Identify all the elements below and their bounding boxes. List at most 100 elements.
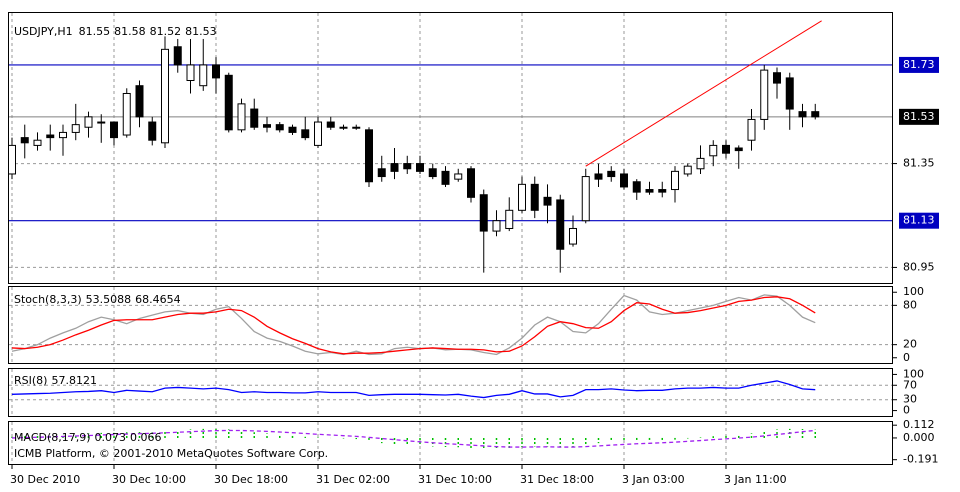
- indicator-name: MACD(8,17,9): [14, 431, 91, 444]
- indicator-line: [11, 296, 816, 355]
- candle-body: [326, 121, 335, 128]
- x-tick-label: 3 Jan 03:00: [622, 473, 685, 486]
- candle-body: [658, 189, 667, 193]
- candle-body: [556, 199, 565, 250]
- candle-body: [416, 163, 424, 172]
- candle-body: [110, 121, 118, 139]
- indicator-line: [11, 294, 816, 356]
- candle-body: [339, 126, 348, 129]
- candle-body: [709, 144, 718, 157]
- candle-body: [148, 121, 157, 141]
- candle-body: [454, 173, 463, 180]
- candle-body: [301, 129, 310, 139]
- last-close: 81.53: [185, 25, 217, 38]
- candle-body: [798, 111, 807, 118]
- indicator-line: [11, 429, 816, 448]
- candle-body: [785, 77, 794, 110]
- x-tick-label: 30 Dec 10:00: [112, 473, 186, 486]
- candle-body: [696, 157, 705, 170]
- rsi-last: 57.8121: [51, 374, 97, 387]
- candle-body: [722, 144, 730, 154]
- candle-body: [671, 170, 679, 191]
- hline-label: 81.13: [903, 214, 935, 227]
- price-label-box: [899, 212, 939, 229]
- candle-body: [569, 227, 577, 245]
- candle-body: [530, 183, 539, 211]
- candle-body: [683, 165, 692, 175]
- macd-panel-frame: [8, 421, 893, 465]
- candle-body: [620, 173, 628, 188]
- candle-body: [263, 124, 271, 128]
- candle-body: [275, 124, 284, 131]
- watermark: ICMB Platform, © 2001-2010 MetaQuotes So…: [14, 447, 328, 460]
- hline-label: 81.73: [903, 58, 935, 71]
- candle-body: [135, 85, 144, 118]
- candle-body: [122, 92, 131, 136]
- y-tick-label: 0.000: [903, 431, 935, 444]
- candle-body: [581, 176, 590, 222]
- candle-body: [365, 129, 373, 183]
- price-label-box: [899, 108, 939, 125]
- candle-body: [377, 168, 386, 178]
- macd-title: MACD(8,17,9) 0.073 0.066: [14, 431, 162, 444]
- x-tick-label: 30 Dec 2010: [10, 473, 80, 486]
- macd-last: 0.073: [95, 431, 127, 444]
- candle-body: [224, 74, 233, 131]
- y-tick-label: -0.191: [903, 453, 938, 466]
- x-tick-label: 31 Dec 18:00: [520, 473, 594, 486]
- y-tick-label: 0.112: [903, 418, 935, 431]
- price-title: USDJPY,H1 81.55 81.58 81.52 81.53: [14, 25, 217, 38]
- indicator-name: RSI(8): [14, 374, 47, 387]
- candle-body: [594, 173, 603, 180]
- candle-body: [441, 170, 450, 185]
- candle-body: [607, 170, 616, 178]
- trendline: [585, 20, 822, 167]
- candle-body: [173, 46, 182, 66]
- y-tick-label: 80: [903, 298, 917, 311]
- candle-body: [250, 108, 259, 128]
- last-low: 81.52: [150, 25, 182, 38]
- y-tick-label: 80.95: [903, 260, 935, 273]
- y-tick-label: 0: [903, 351, 910, 364]
- candle-body: [747, 118, 756, 141]
- candle-body: [518, 183, 526, 211]
- stoch-panel-frame: [8, 286, 893, 364]
- candle-body: [46, 134, 55, 139]
- candle-body: [403, 163, 412, 170]
- candle-body: [288, 126, 297, 133]
- candle-body: [467, 168, 475, 198]
- y-tick-label: 100: [903, 285, 924, 298]
- stoch-main-last: 53.5088: [86, 293, 132, 306]
- rsi-title: RSI(8) 57.8121: [14, 374, 97, 387]
- candle-body: [734, 147, 743, 152]
- candle-body: [20, 137, 29, 144]
- macd-signal-last: 0.066: [130, 431, 162, 444]
- stoch-title: Stoch(8,3,3) 53.5088 68.4654: [14, 293, 181, 306]
- candle-body: [97, 121, 106, 124]
- symbol: USDJPY,H1: [14, 25, 73, 38]
- candle-body: [161, 48, 169, 144]
- candle-body: [199, 64, 208, 87]
- bid-label: 81.53: [903, 110, 935, 123]
- candle-body: [479, 194, 488, 232]
- candle-body: [390, 163, 399, 172]
- x-tick-label: 31 Dec 10:00: [418, 473, 492, 486]
- candle-body: [428, 168, 437, 178]
- candle-body: [314, 121, 322, 146]
- candle-body: [645, 189, 654, 193]
- candle-body: [59, 131, 67, 139]
- candle-body: [811, 111, 820, 118]
- stoch-signal-last: 68.4654: [135, 293, 181, 306]
- y-tick-label: 0: [903, 404, 910, 417]
- y-tick-label: 30: [903, 393, 917, 406]
- indicator-name: Stoch(8,3,3): [14, 293, 82, 306]
- candle-body: [773, 72, 781, 84]
- indicator-line: [11, 380, 816, 399]
- candle-body: [632, 181, 641, 193]
- candle-body: [543, 196, 552, 206]
- candle-body: [492, 220, 501, 232]
- y-tick-label: 70: [903, 378, 917, 391]
